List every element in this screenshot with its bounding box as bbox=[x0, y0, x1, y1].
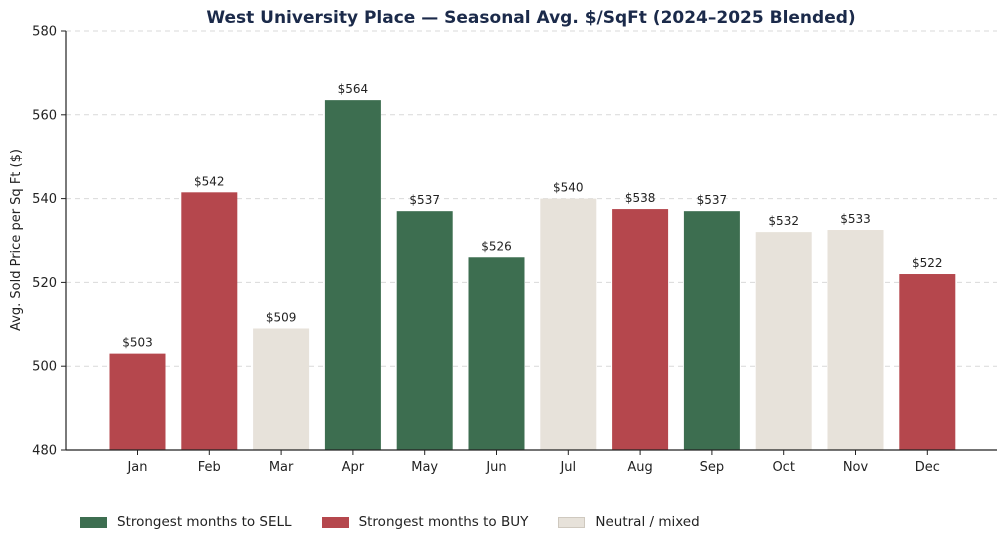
legend-swatch bbox=[80, 516, 107, 528]
x-tick-label: Jul bbox=[559, 460, 576, 475]
bar-sep bbox=[683, 211, 740, 450]
data-label-may: $537 bbox=[409, 193, 440, 207]
x-tick-label: Nov bbox=[843, 460, 869, 475]
bar-oct bbox=[755, 232, 812, 450]
data-label-oct: $532 bbox=[768, 214, 799, 228]
bar-aug bbox=[612, 209, 669, 450]
bar-feb bbox=[181, 192, 238, 450]
bar-apr bbox=[324, 100, 381, 450]
legend-item-sell: Strongest months to SELL bbox=[80, 514, 292, 530]
x-tick-label: Sep bbox=[700, 460, 725, 475]
axes: 480 500 520 540 560 580 Jan Feb Mar Apr May Jun Jul A… bbox=[32, 25, 997, 475]
bar-chart: West University Place — Seasonal Avg. $/… bbox=[9, 8, 997, 475]
data-label-dec: $522 bbox=[912, 256, 943, 270]
data-label-jan: $503 bbox=[122, 336, 153, 350]
bar-dec bbox=[899, 274, 956, 450]
data-label-jun: $526 bbox=[481, 239, 512, 253]
legend-swatch bbox=[321, 516, 349, 528]
data-label-apr: $564 bbox=[338, 82, 369, 96]
bar-may bbox=[396, 211, 453, 450]
data-label-jul: $540 bbox=[553, 181, 584, 195]
x-tick-label: Aug bbox=[627, 460, 652, 475]
x-tick-label: Oct bbox=[772, 460, 794, 475]
legend-label: Strongest months to BUY bbox=[358, 514, 529, 530]
x-tick-label: Dec bbox=[915, 460, 940, 475]
legend-label: Neutral / mixed bbox=[595, 514, 700, 530]
x-tick-label: May bbox=[411, 460, 438, 475]
data-label-sep: $537 bbox=[697, 193, 728, 207]
bar-jan bbox=[109, 353, 166, 450]
legend-item-buy: Strongest months to BUY bbox=[321, 514, 529, 530]
data-label-aug: $538 bbox=[625, 191, 656, 205]
data-label-nov: $533 bbox=[840, 212, 871, 226]
y-axis-label: Avg. Sold Price per Sq Ft ($) bbox=[9, 149, 24, 331]
chart-title: West University Place — Seasonal Avg. $/… bbox=[206, 8, 855, 28]
legend-label: Strongest months to SELL bbox=[117, 514, 292, 530]
legend-swatch bbox=[558, 516, 586, 528]
chart-legend: Strongest months to SELL Strongest months… bbox=[80, 514, 730, 530]
bar-jun bbox=[468, 257, 525, 450]
x-tick-label: Mar bbox=[269, 460, 294, 475]
y-tick-label: 560 bbox=[32, 108, 57, 123]
x-tick-label: Jan bbox=[126, 460, 147, 475]
y-tick-label: 540 bbox=[32, 192, 57, 207]
x-tick-label: Apr bbox=[342, 460, 365, 475]
y-tick-label: 500 bbox=[32, 360, 57, 375]
legend-item-neutral: Neutral / mixed bbox=[558, 514, 700, 530]
x-tick-label: Jun bbox=[485, 460, 506, 475]
data-label-feb: $542 bbox=[194, 174, 225, 188]
bar-jul bbox=[540, 198, 597, 450]
y-tick-label: 520 bbox=[32, 276, 57, 291]
y-tick-label: 480 bbox=[32, 444, 57, 459]
x-tick-label: Feb bbox=[198, 460, 221, 475]
bar-nov bbox=[827, 230, 884, 450]
y-tick-label: 580 bbox=[32, 25, 57, 40]
bar-mar bbox=[253, 328, 310, 450]
bars: $503 $542 $509 $564 $537 $526 $540 $538 $537 $532… bbox=[109, 82, 956, 450]
data-label-mar: $509 bbox=[266, 310, 297, 324]
